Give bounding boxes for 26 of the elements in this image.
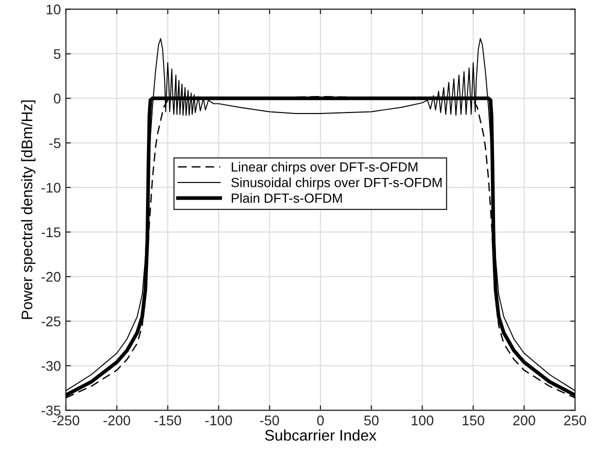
y-tick-label: -10 — [42, 182, 60, 193]
x-axis-title: Subcarrier Index — [265, 429, 376, 441]
x-tick-label: -200 — [104, 416, 130, 426]
legend-label: Linear chirps over DFT-s-OFDM — [232, 162, 418, 174]
y-tick-label: -20 — [42, 272, 60, 282]
y-tick-label: -5 — [49, 138, 60, 148]
x-tick-label: 50 — [364, 416, 379, 426]
y-tick-label: -25 — [42, 316, 60, 326]
y-tick-label: -15 — [42, 228, 60, 238]
legend-label: Plain DFT-s-OFDM — [232, 193, 342, 203]
x-tick-label: 100 — [412, 416, 434, 426]
y-tick-label: 0 — [54, 94, 60, 104]
x-tick-label: -100 — [205, 416, 232, 426]
y-axis-title: Power spectral density [dBm/Hz] — [21, 100, 36, 319]
x-tick-label: 150 — [462, 416, 484, 426]
y-tick-label: -30 — [42, 361, 60, 371]
x-tick-label: 250 — [564, 416, 586, 426]
legend-label: Sinusoidal chirps over DFT-s-OFDM — [231, 178, 442, 190]
x-tick-label: 0 — [317, 416, 324, 426]
y-tick-label: 5 — [54, 49, 60, 59]
x-tick-label: 200 — [513, 416, 536, 426]
y-tick-label: -35 — [42, 406, 60, 416]
y-tick-label: 10 — [46, 4, 60, 14]
x-tick-label: -150 — [154, 416, 182, 426]
x-tick-label: -50 — [260, 416, 280, 426]
x-tick-label: -250 — [52, 416, 80, 426]
